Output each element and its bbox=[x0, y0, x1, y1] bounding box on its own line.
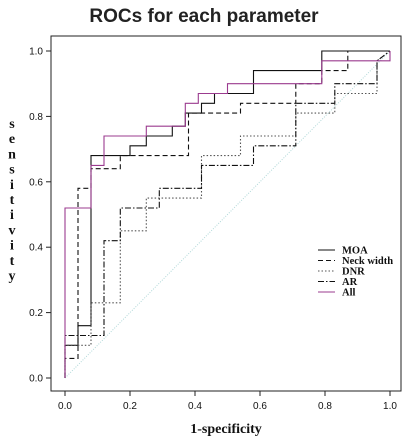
y-tick-label: 0.8 bbox=[29, 112, 43, 123]
series-line-all bbox=[64, 51, 391, 378]
plot-frame bbox=[50, 35, 402, 392]
legend-label: AR bbox=[342, 277, 358, 288]
series-line-ar bbox=[64, 50, 391, 378]
series-layer bbox=[64, 50, 391, 378]
x-tick-label: 0.4 bbox=[188, 401, 202, 412]
y-axis-label-letter: t bbox=[10, 193, 15, 208]
y-tick-label: 1.0 bbox=[29, 47, 43, 58]
y-axis-label-letter: s bbox=[9, 163, 15, 178]
y-tick-label: 0.4 bbox=[29, 243, 43, 254]
y-axis-label-letter: i bbox=[10, 178, 14, 193]
y-axis-label-letter: e bbox=[9, 132, 15, 147]
legend-label: Neck width bbox=[342, 256, 393, 267]
y-axis-label-letter: s bbox=[9, 117, 15, 132]
x-tick-label: 0.8 bbox=[318, 401, 332, 412]
y-axis-label-letter: i bbox=[10, 239, 14, 254]
x-tick-label: 1.0 bbox=[383, 401, 397, 412]
y-tick-label: 0.0 bbox=[29, 374, 43, 385]
y-axis-label-letter: t bbox=[10, 254, 15, 269]
legend-label: All bbox=[342, 288, 356, 299]
y-axis-label-letter: v bbox=[9, 223, 16, 238]
chart-title: ROCs for each parameter bbox=[89, 6, 319, 27]
axis-layer: 0.0 0.2 0.4 0.6 0.8 1.0 0.0 0.2 0.4 0.6 0.8 1.0 bbox=[29, 47, 397, 413]
legend-label: MOA bbox=[342, 246, 368, 257]
x-axis-label: 1-specificity bbox=[190, 422, 262, 437]
reference-diagonal-line bbox=[64, 50, 391, 379]
y-axis-label-letter: i bbox=[10, 208, 14, 223]
y-tick-label: 0.6 bbox=[29, 177, 43, 188]
y-tick-label: 0.2 bbox=[29, 308, 43, 319]
x-tick-label: 0.6 bbox=[253, 401, 267, 412]
y-axis-label-letter: y bbox=[9, 269, 16, 284]
y-axis-label-letter: n bbox=[8, 147, 16, 162]
legend-label: DNR bbox=[342, 267, 365, 278]
x-tick-label: 0.2 bbox=[123, 401, 137, 412]
x-tick-label: 0.0 bbox=[58, 401, 72, 412]
reference-line-layer bbox=[64, 50, 391, 379]
